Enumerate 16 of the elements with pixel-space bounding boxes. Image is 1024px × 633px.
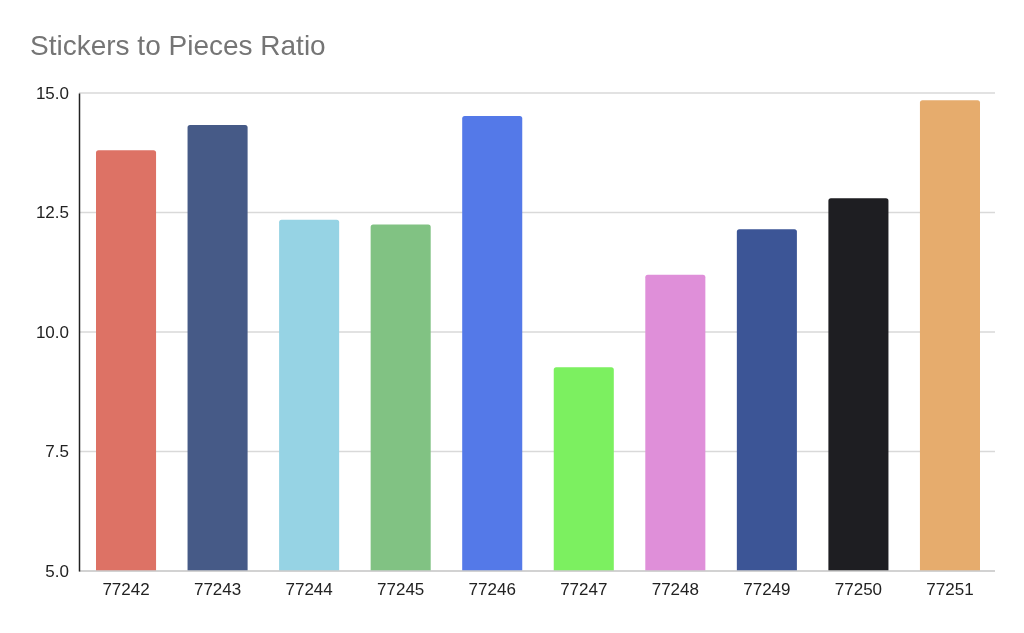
x-tick-label: 77248 [651,580,699,600]
y-tick-label: 12.5 [35,203,69,223]
y-tick-label: 10.0 [35,322,69,342]
x-tick-label: 77242 [102,580,150,600]
x-tick-label: 77244 [285,580,333,600]
y-tick-label: 15.0 [35,83,69,103]
x-tick-label: 77247 [560,580,608,600]
chart-title: Stickers to Pieces Ratio [30,30,326,61]
x-tick-label: 77243 [193,580,242,600]
x-tick-label: 77246 [468,580,516,600]
x-tick-label: 77245 [377,580,425,600]
x-tick-label: 77251 [926,580,974,600]
y-tick-label: 5.0 [45,561,69,581]
y-tick-label: 7.5 [45,442,69,462]
x-tick-label: 77250 [834,580,883,600]
x-tick-label: 77249 [743,580,791,600]
